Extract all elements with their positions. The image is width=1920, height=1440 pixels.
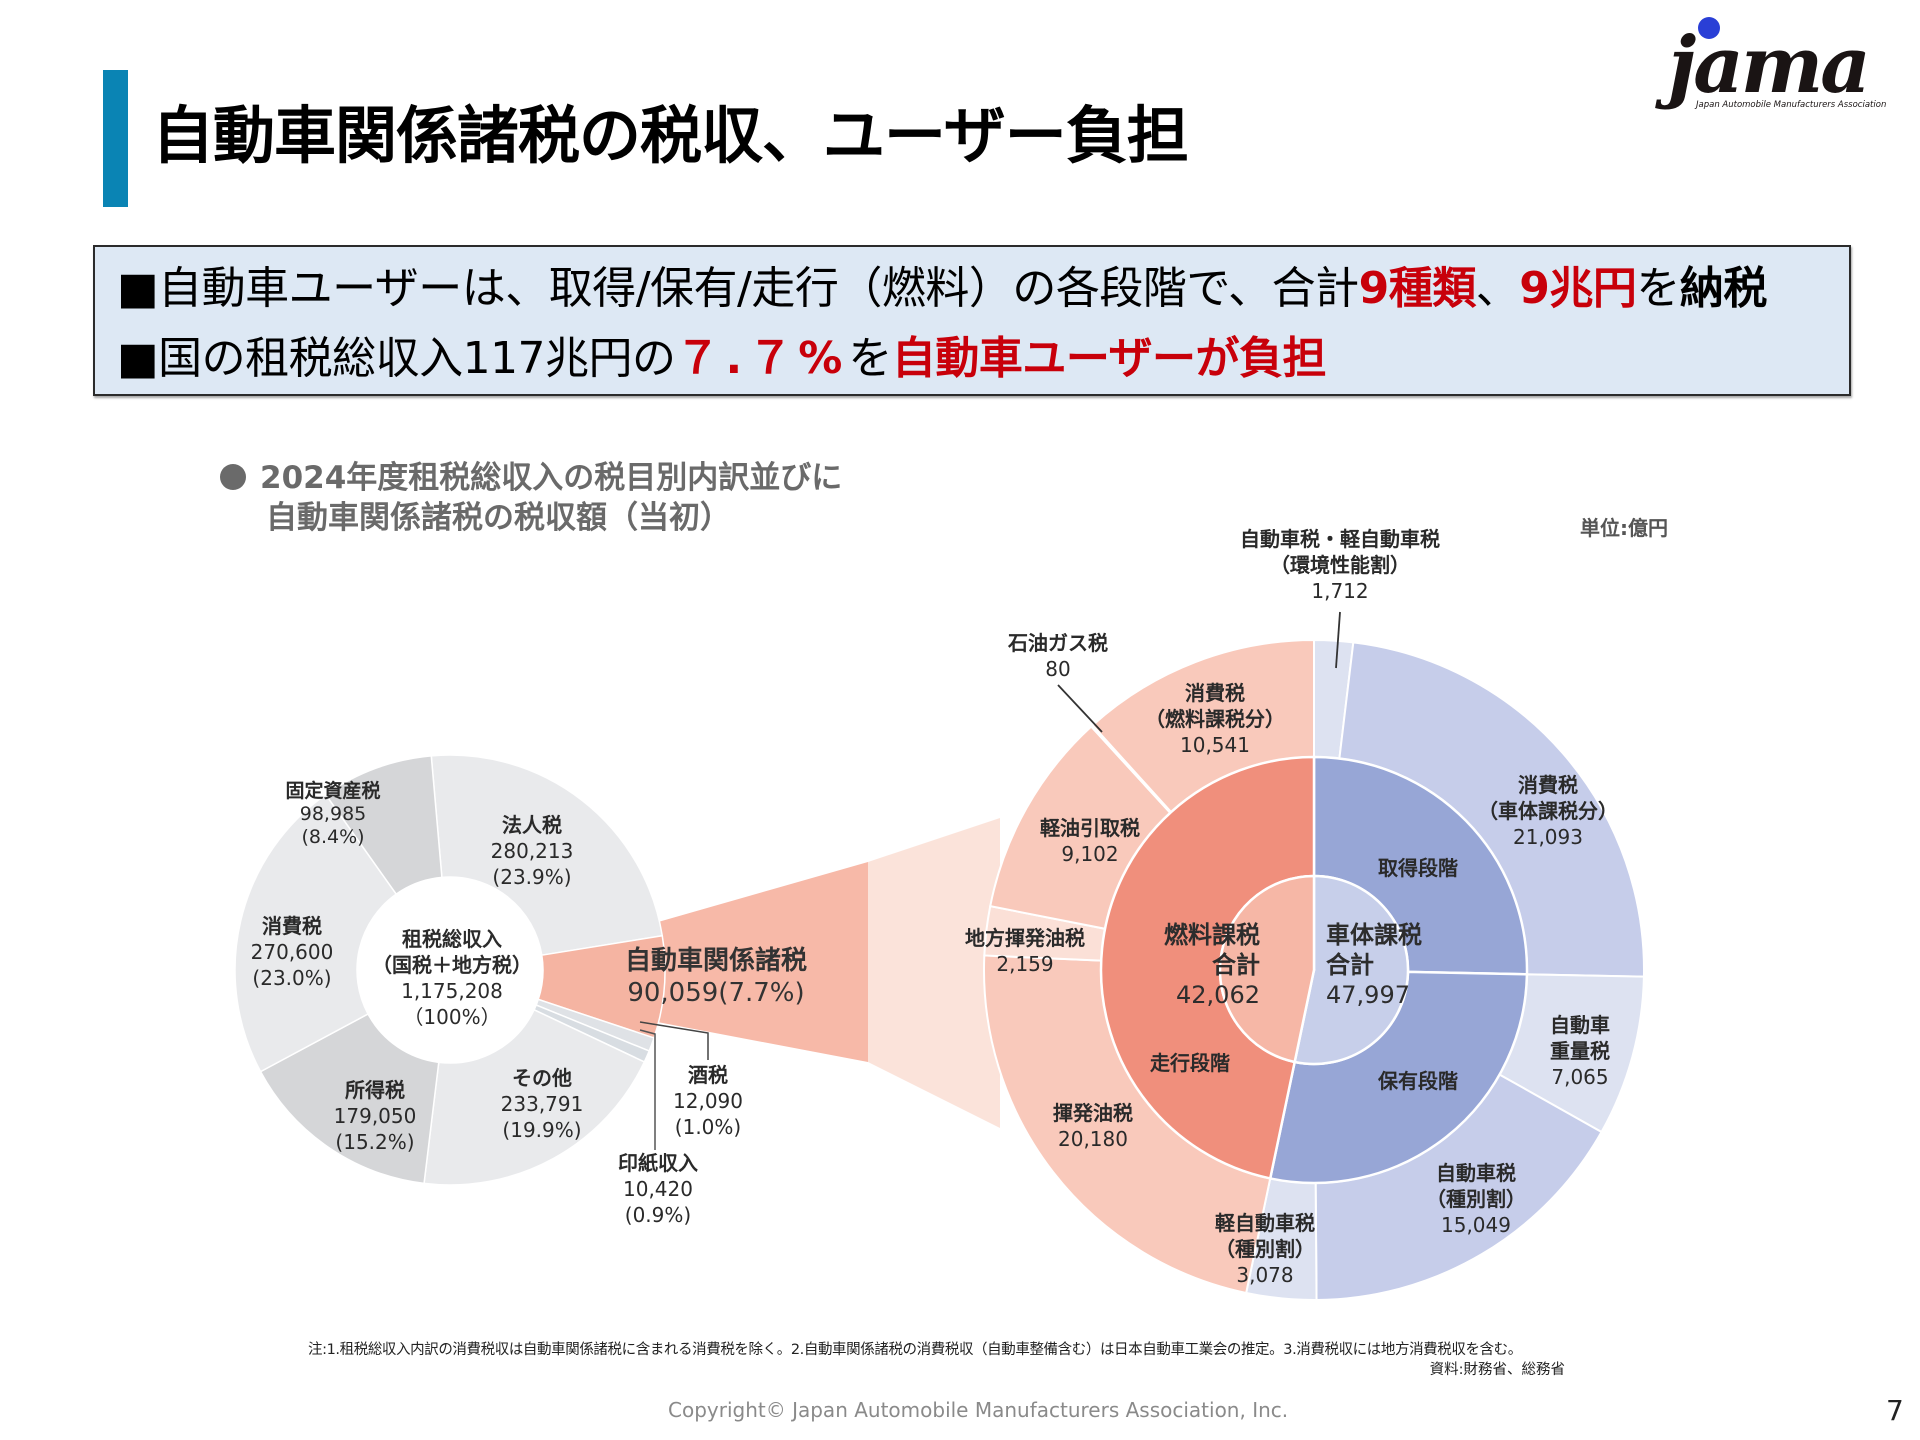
label-driving-stage: 走行段階	[1150, 1051, 1230, 1075]
summary-text: ■自動車ユーザーは、取得/保有/走行（燃料）の各段階で、合計	[117, 263, 1359, 314]
logo-wordmark: jama	[1668, 20, 1871, 111]
label-keiyu: 軽油引取税 9,102	[1040, 816, 1140, 866]
label-kihatsu: 揮発油税 20,180	[1053, 1101, 1133, 1151]
highlight-tax-count: 9種類	[1358, 263, 1477, 314]
label-env-performance: 自動車税・軽自動車税 （環境性能割） 1,712	[1240, 527, 1440, 603]
summary-line-2: ■国の租税総収入117兆円の７.７%を自動車ユーザーが負担	[117, 331, 1327, 387]
label-chiho-kihatsu: 地方揮発油税 2,159	[965, 926, 1085, 976]
label-kotei: 固定資産税 98,985 (8.4%)	[285, 780, 381, 848]
copyright: Copyright© Japan Automobile Manufacturer…	[668, 1398, 1289, 1422]
label-center-total: 租税総収入 （国税＋地方税） 1,175,208 （100%）	[372, 927, 532, 1029]
sunburst-inner-fuel	[1218, 874, 1316, 1064]
chart-title-line2: 自動車関係諸税の税収額（当初）	[266, 500, 731, 536]
label-shohi: 消費税 270,600 (23.0%)	[250, 914, 334, 990]
summary-text-bold: 納税	[1679, 263, 1768, 314]
label-hojin: 法人税 280,213 (23.9%)	[490, 813, 574, 889]
label-jidosha-shubetsu: 自動車税 （種別割） 15,049	[1426, 1161, 1526, 1237]
label-body-total: 車体課税 合計 47,997	[1326, 921, 1422, 1009]
bullet-icon	[220, 464, 246, 490]
label-consumption-body: 消費税 （車体課税分） 21,093	[1478, 773, 1618, 849]
label-sake: 酒税 12,090 (1.0%)	[673, 1063, 743, 1139]
highlight-percent: ７.７%	[675, 333, 849, 384]
label-inshi: 印紙収入 10,420 (0.9%)	[618, 1151, 698, 1227]
label-sonota: その他 233,791 (19.9%)	[500, 1066, 584, 1142]
label-consumption-fuel: 消費税 （燃料課税分） 10,541	[1145, 681, 1285, 757]
label-shotoku: 所得税 179,050 (15.2%)	[333, 1078, 417, 1154]
title-accent-bar	[103, 70, 128, 207]
logo-dot-icon	[1698, 17, 1720, 39]
chart-title-line1: 2024年度租税総収入の税目別内訳並びに	[260, 460, 843, 496]
summary-box: ■自動車ユーザーは、取得/保有/走行（燃料）の各段階で、合計9種類、9兆円を納税…	[93, 245, 1851, 396]
page-number: 7	[1886, 1394, 1904, 1427]
label-car-taxes: 自動車関係諸税 90,059(7.7%)	[624, 946, 808, 1008]
label-ownership-stage: 保有段階	[1378, 1069, 1458, 1093]
summary-text: を	[1636, 263, 1680, 314]
car-tax-fan-light	[868, 818, 1000, 1128]
footnote: 注:1.租税総収入内訳の消費税収は自動車関係諸税に含まれる消費税を除く。2.自動…	[308, 1342, 1522, 1358]
highlight-burden: 自動車ユーザーが負担	[891, 333, 1327, 384]
label-fuel-total: 燃料課税 合計 42,062	[1164, 921, 1260, 1009]
data-source: 資料:財務省、総務省	[1429, 1362, 1565, 1378]
summary-text: 、	[1475, 263, 1520, 314]
logo-subtitle: Japan Automobile Manufacturers Associati…	[1696, 100, 1887, 110]
label-juryo: 自動車 重量税 7,065	[1550, 1013, 1610, 1089]
summary-line-1: ■自動車ユーザーは、取得/保有/走行（燃料）の各段階で、合計9種類、9兆円を納税	[117, 261, 1767, 317]
label-sekiyu-gas: 石油ガス税 80	[1008, 631, 1108, 681]
chart-title: 2024年度租税総収入の税目別内訳並びに 自動車関係諸税の税収額（当初）	[220, 458, 842, 538]
highlight-tax-amount: 9兆円	[1519, 263, 1637, 314]
label-kei-jidosha: 軽自動車税 （種別割） 3,078	[1215, 1211, 1315, 1287]
page-title: 自動車関係諸税の税収、ユーザー負担	[152, 99, 1189, 172]
jama-logo: jama Japan Automobile Manufacturers Asso…	[1648, 12, 1898, 112]
summary-text: を	[848, 333, 892, 384]
left-donut-hole	[357, 877, 543, 1063]
unit-label: 単位:億円	[1580, 516, 1668, 540]
label-acquisition-stage: 取得段階	[1378, 856, 1458, 880]
summary-text: ■国の租税総収入117兆円の	[117, 333, 676, 384]
